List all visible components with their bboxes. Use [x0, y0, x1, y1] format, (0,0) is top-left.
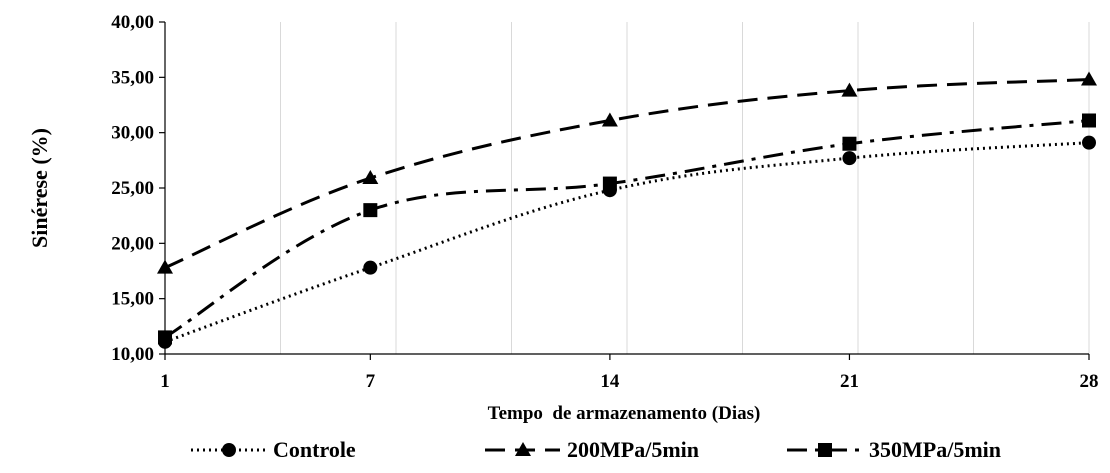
legend-label: Controle	[273, 437, 356, 462]
legend-marker-square	[818, 443, 832, 457]
y-tick-label: 10,00	[111, 344, 154, 365]
y-tick-label: 35,00	[111, 67, 154, 88]
legend-label: 200MPa/5min	[567, 437, 699, 462]
data-point-triangle	[601, 112, 618, 127]
data-point-square	[158, 330, 172, 345]
data-point-circle	[1082, 135, 1096, 150]
data-point-square	[602, 176, 617, 191]
data-point-triangle	[157, 259, 173, 274]
y-axis-label: Sinérese (%)	[27, 128, 52, 248]
legend-label: 350MPa/5min	[869, 437, 1001, 462]
data-point-square	[842, 136, 857, 151]
x-axis-label: Tempo de armazenamento (Dias)	[488, 403, 761, 424]
data-point-square	[1082, 113, 1096, 128]
data-point-circle	[363, 260, 378, 275]
series-group	[157, 71, 1097, 349]
data-point-circle	[842, 151, 857, 166]
x-tick-label: 21	[840, 371, 859, 392]
x-tick-label: 14	[600, 371, 620, 392]
y-tick-labels: 10,00 15,00 20,00 25,00 30,00 35,00 40,00	[111, 12, 154, 365]
y-tick-label: 25,00	[111, 178, 154, 199]
y-tick-label: 40,00	[111, 12, 154, 33]
data-point-triangle	[841, 82, 858, 97]
data-point-triangle	[362, 170, 379, 185]
x-tick-label: 1	[160, 371, 170, 392]
axes	[159, 21, 1090, 360]
legend: Controle 200MPa/5min 350MPa/5min	[191, 437, 1001, 462]
legend-marker-triangle	[515, 442, 531, 456]
x-tick-label: 28	[1080, 371, 1099, 392]
x-tick-label: 7	[366, 371, 376, 392]
x-tick-labels: 1 7 14 21 28	[160, 371, 1098, 392]
y-tick-label: 15,00	[111, 289, 154, 310]
y-tick-label: 30,00	[111, 123, 154, 144]
data-point-triangle	[1081, 71, 1097, 86]
series-line-2	[164, 78, 1090, 270]
grid-lines	[280, 22, 1090, 354]
legend-marker-circle	[222, 443, 236, 457]
y-tick-label: 20,00	[111, 233, 154, 254]
data-point-square	[363, 203, 378, 218]
